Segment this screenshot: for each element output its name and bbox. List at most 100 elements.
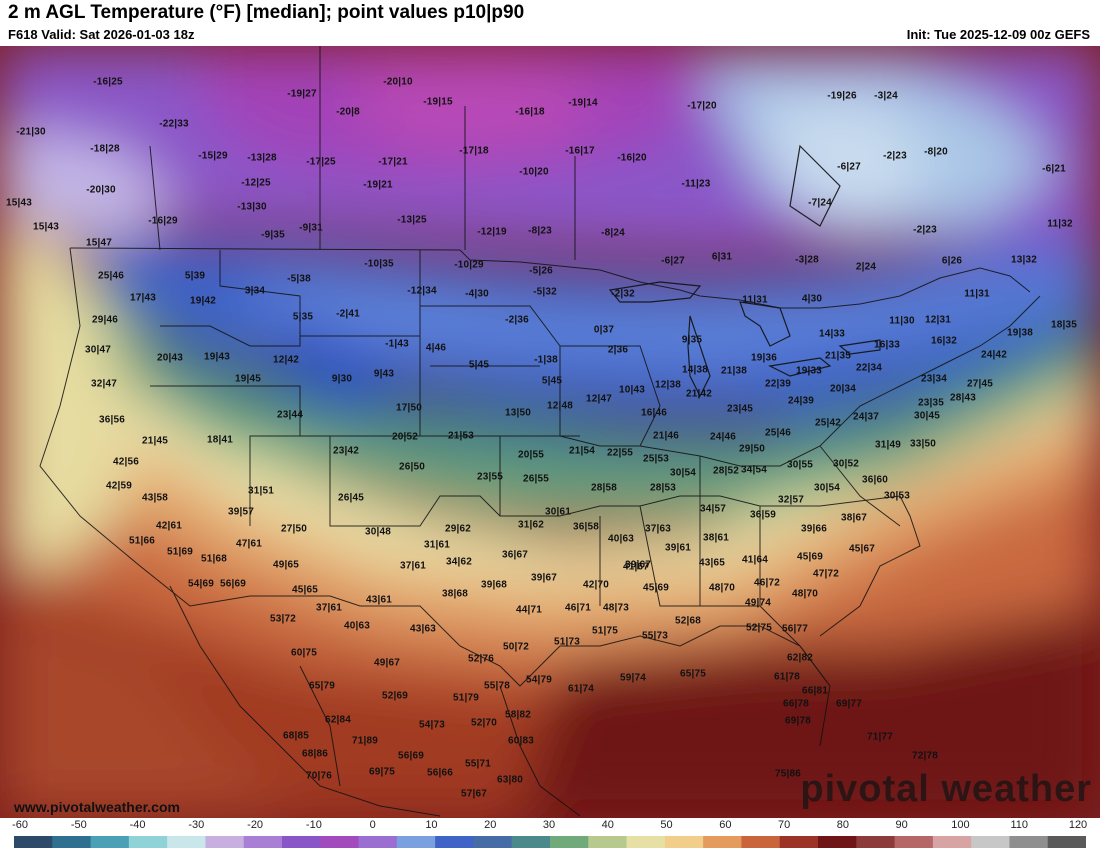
map-background xyxy=(0,46,1100,818)
scale-swatch xyxy=(14,836,53,848)
point-value: -2|36 xyxy=(505,314,529,326)
point-value: -19|27 xyxy=(287,88,317,100)
scale-swatch xyxy=(779,836,819,848)
point-value: 25|53 xyxy=(642,453,670,465)
point-value: 43|65 xyxy=(698,557,726,569)
point-value: 37|61 xyxy=(315,602,343,614)
point-value: 27|45 xyxy=(966,378,994,390)
point-value: 23|34 xyxy=(920,373,948,385)
point-value: 52|70 xyxy=(470,717,498,729)
scale-tick-label: 100 xyxy=(951,819,970,831)
point-value: 59|74 xyxy=(619,672,647,684)
point-value: -2|32 xyxy=(611,288,635,300)
point-value: 51|73 xyxy=(553,636,581,648)
point-value: 48|73 xyxy=(602,602,630,614)
point-value: 42|61 xyxy=(155,520,183,532)
point-value: -5|38 xyxy=(287,273,311,285)
point-value: -12|25 xyxy=(241,177,271,189)
point-value: 50|72 xyxy=(502,641,530,653)
point-value: 54|73 xyxy=(418,719,446,731)
point-value: 16|46 xyxy=(640,407,668,419)
point-value: 12|42 xyxy=(272,354,300,366)
point-value: -16|18 xyxy=(515,106,545,118)
point-value: 29|46 xyxy=(91,314,119,326)
point-value: 18|41 xyxy=(206,434,234,446)
point-value: -8|23 xyxy=(528,225,552,237)
scale-tick-label: 110 xyxy=(1010,819,1028,831)
point-value: 39|61 xyxy=(664,542,692,554)
point-value: 51|69 xyxy=(166,546,194,558)
point-value: 39|67 xyxy=(624,559,652,571)
point-value: 51|79 xyxy=(452,692,480,704)
temperature-map[interactable]: -16|25 -19|27 -20|10 -19|15 -16|18 -19|14 -17|… xyxy=(0,46,1100,818)
point-value: 14|38 xyxy=(681,364,709,376)
point-value: 60|83 xyxy=(507,735,535,747)
scale-tick-label: 10 xyxy=(425,819,438,831)
point-value: 20|52 xyxy=(391,431,419,443)
site-url[interactable]: www.pivotalweather.com xyxy=(14,799,180,815)
point-value: 31|51 xyxy=(247,485,275,497)
point-value: 55|71 xyxy=(464,758,492,770)
scale-tick-label: 40 xyxy=(601,819,614,831)
point-value: -13|25 xyxy=(397,214,427,226)
scale-swatch xyxy=(435,836,475,848)
point-value: 55|73 xyxy=(641,630,669,642)
point-value: 2|24 xyxy=(855,261,877,273)
point-value: 61|74 xyxy=(567,683,595,695)
scale-swatch xyxy=(52,836,92,848)
point-value: 42|59 xyxy=(105,480,133,492)
point-value: -20|30 xyxy=(86,184,116,196)
scale-swatch xyxy=(473,836,513,848)
point-value: 31|62 xyxy=(517,519,545,531)
point-value: 21|35 xyxy=(824,350,852,362)
point-value: 18|35 xyxy=(1050,319,1078,331)
point-value: 49|67 xyxy=(373,657,401,669)
map-title: 2 m AGL Temperature (°F) [median]; point… xyxy=(8,2,525,23)
point-value: 56|66 xyxy=(426,767,454,779)
scale-tick-label: 20 xyxy=(484,819,497,831)
point-value: 19|45 xyxy=(234,373,262,385)
point-value: 5|45 xyxy=(541,375,563,387)
point-value: 70|76 xyxy=(305,770,333,782)
point-value: 30|52 xyxy=(832,458,860,470)
point-value: 45|67 xyxy=(848,543,876,555)
point-value: 52|68 xyxy=(674,615,702,627)
point-value: 15|43 xyxy=(5,197,33,209)
point-value: 30|54 xyxy=(669,467,697,479)
point-value: 16|33 xyxy=(873,339,901,351)
scale-swatch xyxy=(818,836,857,848)
point-value: 55|78 xyxy=(483,680,511,692)
point-value: 61|78 xyxy=(773,671,801,683)
point-value: 30|48 xyxy=(364,526,392,538)
scale-swatch xyxy=(703,836,743,848)
point-value: -12|34 xyxy=(407,285,437,297)
point-value: -13|30 xyxy=(237,201,267,213)
point-value: 17|43 xyxy=(129,292,157,304)
point-value: 36|60 xyxy=(861,474,889,486)
point-value: 49|65 xyxy=(272,559,300,571)
point-value: 27|50 xyxy=(280,523,308,535)
point-value: 6|26 xyxy=(941,255,963,267)
point-value: 45|69 xyxy=(642,582,670,594)
point-value: -16|20 xyxy=(617,152,647,164)
point-value: 51|66 xyxy=(128,535,156,547)
point-value: 0|37 xyxy=(593,324,615,336)
scale-tick-label: -40 xyxy=(129,819,146,831)
brand-watermark: pivotal weather xyxy=(800,768,1092,810)
point-value: 22|39 xyxy=(764,378,792,390)
scale-swatch xyxy=(971,836,1011,848)
scale-swatch xyxy=(320,836,360,848)
point-value: 51|68 xyxy=(200,553,228,565)
point-value: 48|70 xyxy=(708,582,736,594)
scale-tick-label: -10 xyxy=(305,819,322,831)
point-value: -13|28 xyxy=(247,152,277,164)
point-value: 34|57 xyxy=(699,503,727,515)
point-value: -8|24 xyxy=(601,227,625,239)
point-value: 69|77 xyxy=(835,698,863,710)
point-value: 16|32 xyxy=(930,335,958,347)
point-value: -9|31 xyxy=(299,222,323,234)
point-value: 41|67 xyxy=(622,561,650,573)
scale-tick-label: 120 xyxy=(1068,819,1088,831)
point-value: 26|50 xyxy=(398,461,426,473)
point-value: 38|61 xyxy=(702,532,730,544)
